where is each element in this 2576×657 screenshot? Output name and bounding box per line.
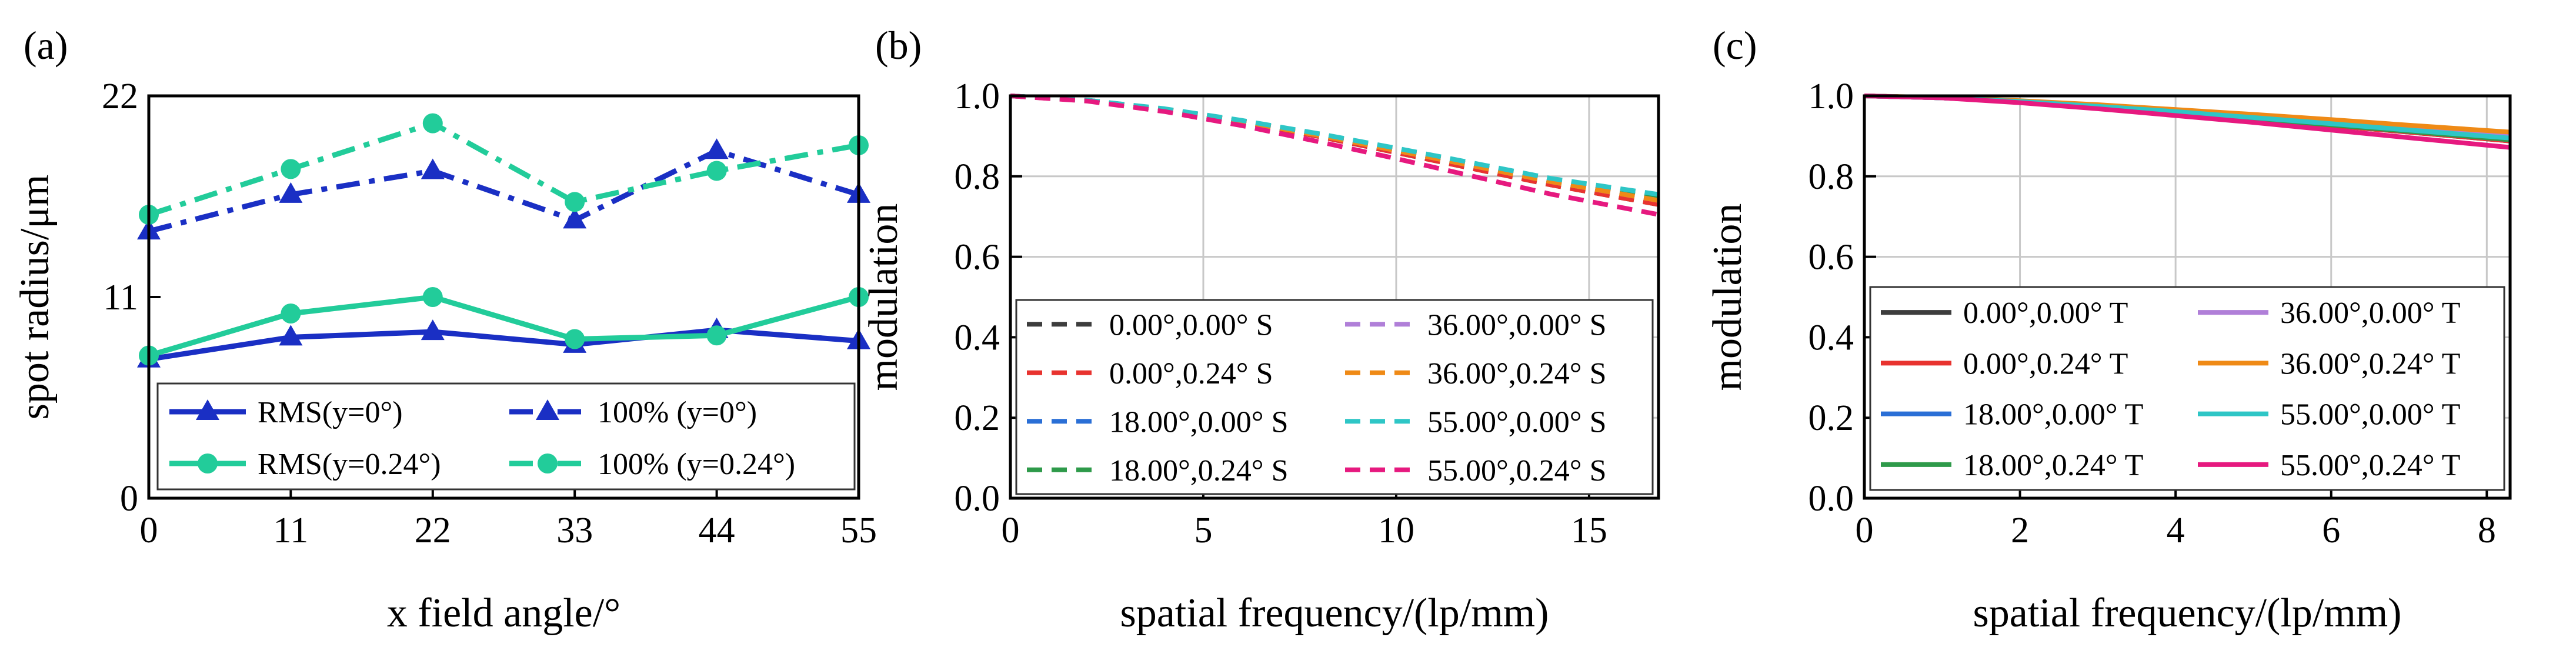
legend-label: 55.00°,0.24° S [1427, 454, 1607, 488]
y-tick-label: 0.0 [1808, 479, 1854, 519]
y-axis-label: modulation [861, 204, 906, 391]
x-tick-label: 15 [1571, 511, 1607, 551]
y-tick-label: 1.0 [1808, 76, 1854, 116]
panel-a: (a) 0 11 22 33 44 55 0 11 22 x field angle/° spot r… [12, 23, 877, 636]
data-point [565, 192, 585, 212]
y-tick-label: 0.8 [1808, 157, 1854, 197]
panel-label: (c) [1713, 23, 1757, 68]
x-tick-label: 10 [1378, 511, 1414, 551]
data-point [565, 329, 585, 349]
x-tick-label: 33 [556, 511, 593, 551]
series-line-1 [148, 327, 859, 362]
legend-label: 18.00°,0.24° T [1963, 449, 2143, 482]
legend-label: 55.00°,0.00° S [1427, 405, 1607, 439]
y-tick-label: 0.0 [955, 479, 1000, 519]
x-tick-label: 11 [273, 511, 309, 551]
legend-label: 0.00°,0.24° S [1109, 357, 1273, 391]
x-tick-label: 5 [1194, 511, 1212, 551]
legend-box [1869, 286, 2505, 491]
y-tick-label: 0.4 [1808, 318, 1854, 358]
legend-box [156, 382, 856, 491]
y-axis-label: spot radius/μm [12, 175, 58, 420]
x-tick-label: 2 [2011, 511, 2029, 551]
plot-frame [1009, 94, 1660, 500]
x-tick-label: 6 [2322, 511, 2340, 551]
legend-label: 18.00°,0.00° S [1109, 405, 1289, 439]
x-axis-label: x field angle/° [387, 591, 620, 636]
y-tick-label: 0.8 [955, 157, 1000, 197]
legend-label: RMS(y=0°) [258, 396, 403, 429]
x-tick-label: 0 [1856, 511, 1874, 551]
y-tick-label: 0.2 [1808, 398, 1854, 438]
legend-label: 18.00°,0.00° T [1963, 398, 2143, 432]
data-point [706, 161, 727, 181]
data-point [422, 113, 443, 134]
data-point [706, 325, 727, 346]
x-tick-label: 0 [1002, 511, 1020, 551]
y-tick-label: 0.4 [955, 318, 1000, 358]
x-tick-label: 22 [415, 511, 451, 551]
data-point [422, 287, 443, 307]
legend-label: 36.00°,0.00° S [1427, 308, 1607, 342]
legend-label: 18.00°,0.24° S [1109, 454, 1289, 488]
data-point [421, 319, 445, 341]
panel-label: (b) [875, 23, 922, 68]
data-point [279, 325, 303, 346]
legend-label: 36.00°,0.24° T [2280, 347, 2460, 381]
panel-c: (c) 0 2 4 6 8 0.0 0.2 0.4 0.6 0.8 1.0 spatial freque… [1705, 23, 2512, 636]
data-point [705, 138, 729, 159]
x-tick-label: 0 [140, 511, 158, 551]
data-point [281, 303, 301, 324]
series-line-4 [148, 121, 859, 218]
series-line-1 [1010, 94, 1659, 207]
y-axis-label: modulation [1705, 204, 1750, 391]
data-point [279, 182, 303, 203]
legend-label: 36.00°,0.00° T [2280, 296, 2460, 330]
y-tick-label: 0.6 [955, 238, 1000, 278]
plot-frame [1863, 94, 2512, 500]
series-line-3 [148, 294, 860, 358]
legend-marker [196, 399, 219, 420]
x-tick-label: 8 [2478, 511, 2496, 551]
y-tick-label: 0.6 [1808, 238, 1854, 278]
y-tick-label: 22 [102, 76, 138, 116]
x-tick-label: 55 [840, 511, 877, 551]
legend-label: 0.00°,0.24° T [1963, 347, 2128, 381]
x-axis-label: spatial frequency/(lp/mm) [1973, 591, 2402, 636]
legend-marker [536, 399, 559, 420]
y-tick-label: 1.0 [955, 76, 1000, 116]
legend-label: 55.00°,0.24° T [2280, 449, 2460, 482]
legend-label: 55.00°,0.00° T [2280, 398, 2460, 432]
panel-b: (b) 0 5 10 15 0.0 0.2 0.4 0.6 0.8 1.0 spatial frequ… [861, 23, 1660, 636]
series-line-8 [1010, 94, 1659, 217]
series-line-6 [1010, 94, 1659, 203]
x-axis-label: spatial frequency/(lp/mm) [1120, 591, 1549, 636]
legend-box [1015, 299, 1654, 495]
legend-label: 100% (y=0°) [598, 396, 757, 429]
y-tick-label: 0.2 [955, 398, 1000, 438]
legend-label: 100% (y=0.24°) [598, 448, 795, 481]
data-point [563, 208, 587, 229]
legend-label: RMS(y=0.24°) [258, 448, 441, 481]
legend-marker [198, 453, 218, 473]
x-tick-label: 44 [699, 511, 735, 551]
data-point [421, 158, 445, 179]
legend-label: 36.00°,0.24° S [1427, 357, 1607, 391]
x-tick-label: 4 [2167, 511, 2185, 551]
data-point [281, 159, 301, 179]
series-line-2 [1010, 94, 1659, 207]
panel-label: (a) [24, 23, 68, 68]
series-line-8 [1864, 94, 2511, 150]
legend-label: 0.00°,0.00° T [1963, 296, 2128, 330]
y-tick-label: 0 [120, 479, 138, 519]
legend-label: 0.00°,0.00° S [1109, 308, 1273, 342]
legend-marker [538, 453, 558, 473]
y-tick-label: 11 [103, 278, 138, 318]
